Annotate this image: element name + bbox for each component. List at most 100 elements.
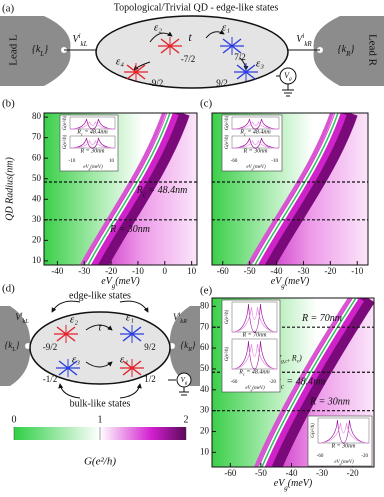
heatmap-band: [266, 298, 374, 467]
text-part: g: [112, 282, 116, 290]
text-part: = 48.4nm: [246, 129, 272, 136]
x-axis-label: eVg(meV): [271, 276, 310, 289]
x-tick-label: -20: [347, 468, 359, 478]
x-tick-label: -30: [297, 266, 309, 276]
inset-curve: [231, 306, 278, 333]
text-part: V: [284, 71, 290, 80]
text-part: eV: [245, 386, 251, 391]
heatmap-band: [252, 113, 347, 265]
x-tick-label: -50: [244, 266, 256, 276]
inset-note: Rc = 48.4nm: [76, 129, 108, 137]
lead-left-shape: [0, 16, 71, 86]
inset-curve: [231, 140, 280, 149]
inset-note: R = 30nm: [242, 149, 268, 155]
hop-arrow: [205, 29, 225, 39]
x-tick-label: -10: [132, 266, 144, 276]
panel-label: (d): [2, 283, 15, 295]
inset-curve: [231, 118, 280, 130]
colorbar-tick-label: 2: [184, 414, 189, 425]
lead-label: Lead L: [8, 34, 20, 66]
hopping-label: t: [98, 322, 102, 334]
text-part: V: [181, 376, 186, 384]
level-spin: -7/2: [181, 54, 196, 64]
text-part: (meV): [285, 276, 310, 287]
text-part: kR: [304, 40, 312, 48]
inset-curve: [317, 422, 370, 444]
inset-note: Rc = 48.4nm: [239, 129, 271, 137]
panel-label: (b): [2, 98, 15, 110]
level-spin: 7/2: [234, 52, 246, 62]
text-part: (meV): [341, 460, 354, 465]
ground: [282, 84, 294, 97]
text-part: (meV): [253, 165, 266, 170]
x-tick-label: -40: [271, 266, 283, 276]
inset-tick: -20: [361, 454, 368, 459]
x-tick-label: -10: [351, 266, 363, 276]
y-tick-label: 60: [32, 152, 42, 162]
label-arrow: [119, 300, 149, 313]
hop-arrow: [133, 61, 151, 71]
x-axis-label: eVg(meV): [274, 478, 313, 491]
label-arrow: [51, 300, 81, 313]
level-name: ε₂: [70, 314, 78, 326]
panel-title: Topological/Trivial QD - edge-like state…: [114, 2, 279, 13]
lead-right-shape: [313, 16, 384, 86]
y-tick-label: 40: [200, 384, 210, 394]
y-tick-label: 70: [200, 321, 210, 331]
text-part: g: [251, 388, 253, 392]
x-tick-label: -30: [78, 266, 90, 276]
state-set-label: {kL}: [32, 44, 48, 57]
text-part: R: [76, 130, 81, 136]
hop-arrow: [85, 324, 113, 331]
x-tick-label: -20: [105, 266, 117, 276]
y-tick-label: 30: [200, 405, 210, 415]
quantum-dot: [95, 15, 289, 89]
coupling-label: VikL: [72, 32, 87, 48]
inset-tick: -10: [271, 159, 278, 164]
hopping-label: t: [188, 30, 192, 44]
inset-tick: -20: [269, 380, 276, 385]
colorbar-label: G(e²/h): [84, 456, 116, 468]
inset-note: Rc = 48.4nm: [238, 369, 270, 377]
y-tick-label: 10: [32, 255, 42, 265]
heatmap-band: [85, 113, 179, 265]
cut-label: R = 70nm: [301, 314, 342, 325]
coupling-label: VikR: [296, 32, 312, 48]
inset-tick: -60: [231, 380, 238, 385]
text-part: R = 70nm: [301, 314, 342, 325]
text-part: i: [302, 32, 304, 40]
inset-ylabel: G(e²/h): [310, 423, 316, 438]
text-part: R = 30nm: [79, 149, 105, 155]
x-tick-label: -40: [285, 468, 297, 478]
inset-tick: 10: [109, 159, 115, 164]
inset-ylabel: G(e²/h): [62, 134, 68, 149]
coupling-label: VikL: [15, 311, 29, 325]
text-part: , R: [288, 353, 297, 362]
text-part: g: [284, 484, 288, 492]
inset-xlabel: eVg(meV): [83, 165, 103, 171]
text-part: eV: [271, 276, 283, 287]
level-spin: 9/2: [216, 78, 228, 88]
text-part: R: [239, 130, 244, 136]
text-part: (meV): [115, 276, 140, 287]
level-spin: 1/2: [144, 374, 156, 384]
lead-left-shape: [0, 306, 31, 386]
inset-curve: [69, 121, 116, 130]
y-tick-label: 30: [32, 214, 42, 224]
text-part: R = 30nm: [309, 397, 350, 408]
inset-tick: -60: [317, 454, 324, 459]
panel-label: (a): [2, 3, 15, 15]
cut-label: Rc = 48.4nm: [136, 185, 188, 198]
y-tick-label: 60: [200, 342, 210, 352]
y-tick-label: 20: [32, 234, 42, 244]
text-part: g: [281, 282, 285, 290]
text-part: = 48.4nm: [146, 185, 187, 196]
state-group-label: edge-like states: [69, 290, 131, 301]
inset-xlabel: eVg(meV): [246, 165, 266, 171]
y-axis-label: QD Radius(nm): [4, 157, 15, 221]
hop-arrow: [85, 361, 113, 368]
label-arrow: [119, 383, 142, 399]
inset-note: R = 70nm: [241, 333, 267, 339]
level-name: ε₄: [116, 56, 124, 68]
